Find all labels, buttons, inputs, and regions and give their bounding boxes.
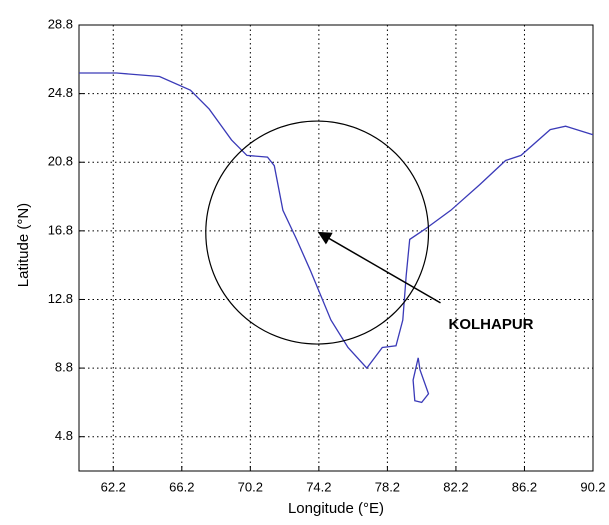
y-tick-label: 4.8	[55, 428, 73, 443]
annotation-arrow	[317, 231, 441, 304]
x-axis-label: Longitude (°E)	[288, 500, 384, 517]
x-tick-label: 66.2	[169, 479, 194, 494]
y-tick-label: 16.8	[48, 222, 73, 237]
coastline	[79, 72, 594, 404]
x-tick-label: 74.2	[306, 479, 331, 494]
y-axis-label: Latitude (°N)	[15, 203, 32, 287]
annotation-label: KOLHAPUR	[449, 316, 534, 333]
x-tick-label: 82.2	[443, 479, 468, 494]
x-tick-label: 90.2	[580, 479, 605, 494]
plot-frame	[78, 24, 594, 472]
x-tick-label: 62.2	[101, 479, 126, 494]
x-tick-label: 70.2	[238, 479, 263, 494]
x-tick-label: 86.2	[512, 479, 537, 494]
y-tick-label: 20.8	[48, 154, 73, 169]
radius-circle	[205, 120, 430, 345]
y-tick-label: 8.8	[55, 360, 73, 375]
y-tick-label: 12.8	[48, 291, 73, 306]
y-tick-label: 28.8	[48, 16, 73, 31]
y-tick-label: 24.8	[48, 85, 73, 100]
x-tick-label: 78.2	[375, 479, 400, 494]
